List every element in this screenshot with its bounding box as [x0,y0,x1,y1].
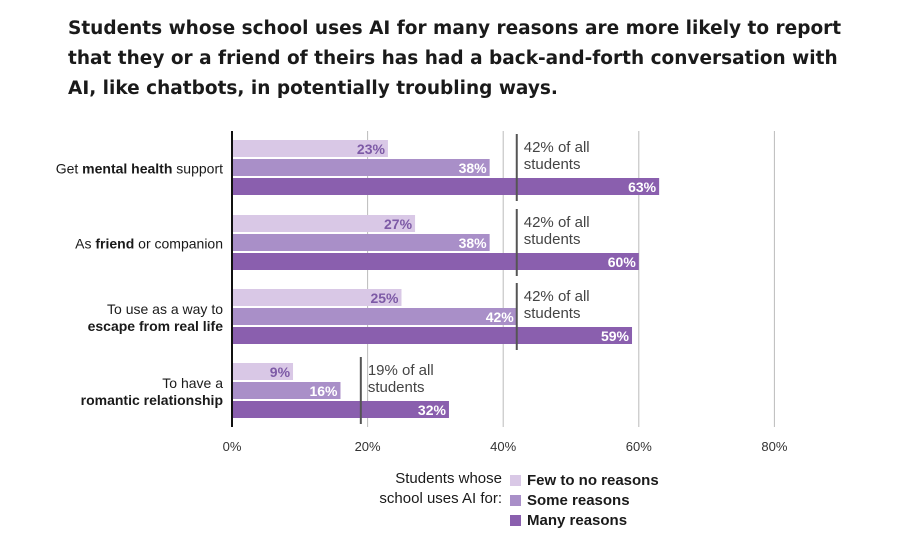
value-label-few-3: 9% [270,364,291,380]
legend-label-some: Some reasons [527,491,630,509]
category-label-part: To use as a way to [107,301,223,317]
bar-some-0 [232,159,490,176]
category-label-3-line-0: To have a [162,375,223,391]
category-label-0-line-0: Get mental health support [56,161,223,177]
reference-label-0-line-0: 42% of all [524,139,590,156]
reference-label-2-line-0: 42% of all [524,288,590,305]
category-label-part: or companion [134,236,223,252]
value-label-few-1: 27% [384,216,413,232]
legend-item-few: Few to no reasons [510,470,659,490]
category-label-part: To have a [162,375,223,391]
legend-heading: Students whose school uses AI for: [360,469,502,509]
value-label-some-1: 38% [459,235,488,251]
category-label-part: friend [95,236,134,252]
legend-label-many: Many reasons [527,511,628,529]
reference-label-2-line-1: students [524,305,581,322]
category-label-part: escape from real life [88,318,224,334]
bar-few-0 [232,140,388,157]
legend-label-few: Few to no reasons [527,471,659,489]
legend-item-many: Many reasons [510,510,627,530]
category-label-part: As [75,236,95,252]
category-label-part: mental health [82,161,172,177]
category-label-2-line-0: To use as a way to [107,301,223,317]
legend-heading-line-2: school uses AI for: [379,490,502,507]
x-tick-label-60: 60% [626,439,652,454]
x-tick-label-20: 20% [355,439,381,454]
reference-label-1-line-0: 42% of all [524,214,590,231]
bar-few-3 [232,363,294,380]
reference-label-3-line-1: students [368,379,425,396]
legend: Students whose school uses AI for: Few t… [360,468,700,534]
category-label-part: Get [56,161,82,177]
bar-many-2 [232,327,633,344]
category-group-0: Get mental health support 23% 38% 63% 42% of… [56,134,660,201]
bar-some-1 [232,234,490,251]
value-label-many-1: 60% [608,254,637,270]
value-label-some-0: 38% [459,160,488,176]
category-label-part: support [172,161,223,177]
legend-swatch-many [510,514,521,526]
legend-heading-line-1: Students whose [395,470,502,487]
x-tick-label-0: 0% [223,439,242,454]
legend-swatch-few [510,474,521,486]
category-label-3-line-1: romantic relationship [81,392,223,408]
category-label-2-line-1: escape from real life [88,318,224,334]
reference-label-3-line-0: 19% of all [368,362,434,379]
bar-some-3 [232,382,341,399]
category-label-part: romantic relationship [81,392,223,408]
value-label-few-0: 23% [357,141,386,157]
x-tick-label-40: 40% [490,439,516,454]
value-label-some-3: 16% [309,383,338,399]
value-label-few-2: 25% [370,290,399,306]
category-label-1-line-0: As friend or companion [75,236,223,252]
value-label-many-0: 63% [628,179,657,195]
bar-few-2 [232,289,402,306]
bar-many-3 [232,401,449,418]
x-tick-label-80: 80% [761,439,787,454]
value-label-some-2: 42% [486,309,515,325]
bar-some-2 [232,308,517,325]
value-label-many-2: 59% [601,328,630,344]
chart-title: Students whose school uses AI for many r… [68,18,842,99]
bar-many-0 [232,178,660,195]
legend-item-some: Some reasons [510,490,630,510]
bar-few-1 [232,215,416,232]
category-group-1: As friend or companion 27% 38% 60% 42% of al… [75,209,639,276]
legend-swatch-some [510,494,521,506]
reference-label-1-line-1: students [524,231,581,248]
bar-many-1 [232,253,639,270]
reference-label-0-line-1: students [524,156,581,173]
value-label-many-3: 32% [418,402,447,418]
